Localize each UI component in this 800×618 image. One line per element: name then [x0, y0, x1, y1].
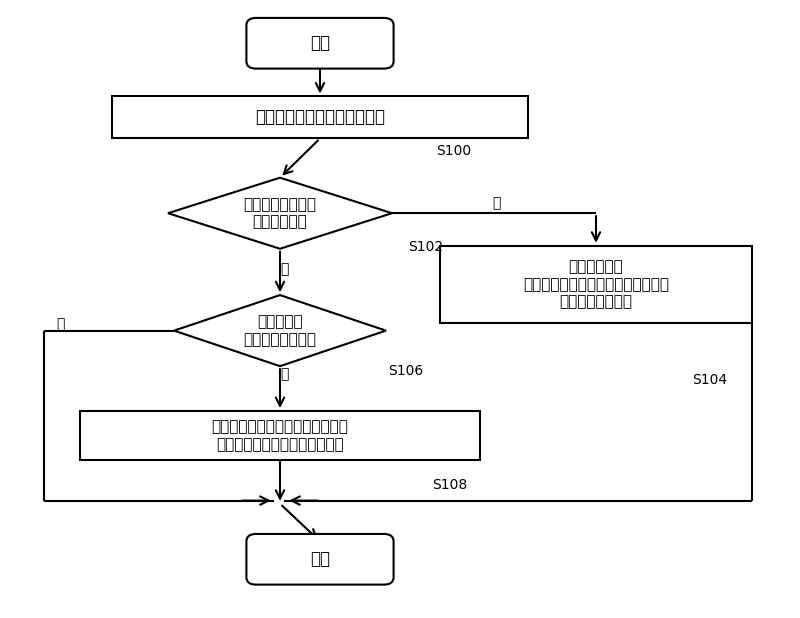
Text: 是: 是: [280, 367, 288, 381]
FancyBboxPatch shape: [246, 18, 394, 69]
Text: 接收网络节点发送的协议报文: 接收网络节点发送的协议报文: [255, 108, 385, 127]
Bar: [80, 411, 480, 460]
Text: 检测该协议
报文是否发生错误: 检测该协议 报文是否发生错误: [243, 315, 317, 347]
Text: 该协议报文是否为
错误通告报文: 该协议报文是否为 错误通告报文: [243, 197, 317, 229]
Polygon shape: [174, 295, 386, 366]
Text: S100: S100: [436, 145, 471, 158]
Text: S106: S106: [388, 364, 423, 378]
Polygon shape: [168, 178, 392, 248]
Text: 开始: 开始: [310, 34, 330, 53]
Text: S104: S104: [692, 373, 727, 387]
Text: 是: 是: [492, 196, 500, 210]
Text: 生成携带错误源标识信息的错误通
告报文，并发送给其他网络节点: 生成携带错误源标识信息的错误通 告报文，并发送给其他网络节点: [211, 420, 349, 452]
FancyBboxPatch shape: [246, 534, 394, 585]
Bar: [112, 96, 528, 138]
Text: 否: 否: [56, 318, 64, 331]
Text: S108: S108: [432, 478, 467, 492]
Bar: [440, 245, 752, 323]
Text: 根据错误通告
报文携带的错误源标识信息，对错误
通告报文进行处理: 根据错误通告 报文携带的错误源标识信息，对错误 通告报文进行处理: [523, 260, 669, 309]
Text: 结束: 结束: [310, 550, 330, 569]
Text: S102: S102: [408, 240, 443, 254]
Text: 否: 否: [280, 262, 288, 276]
